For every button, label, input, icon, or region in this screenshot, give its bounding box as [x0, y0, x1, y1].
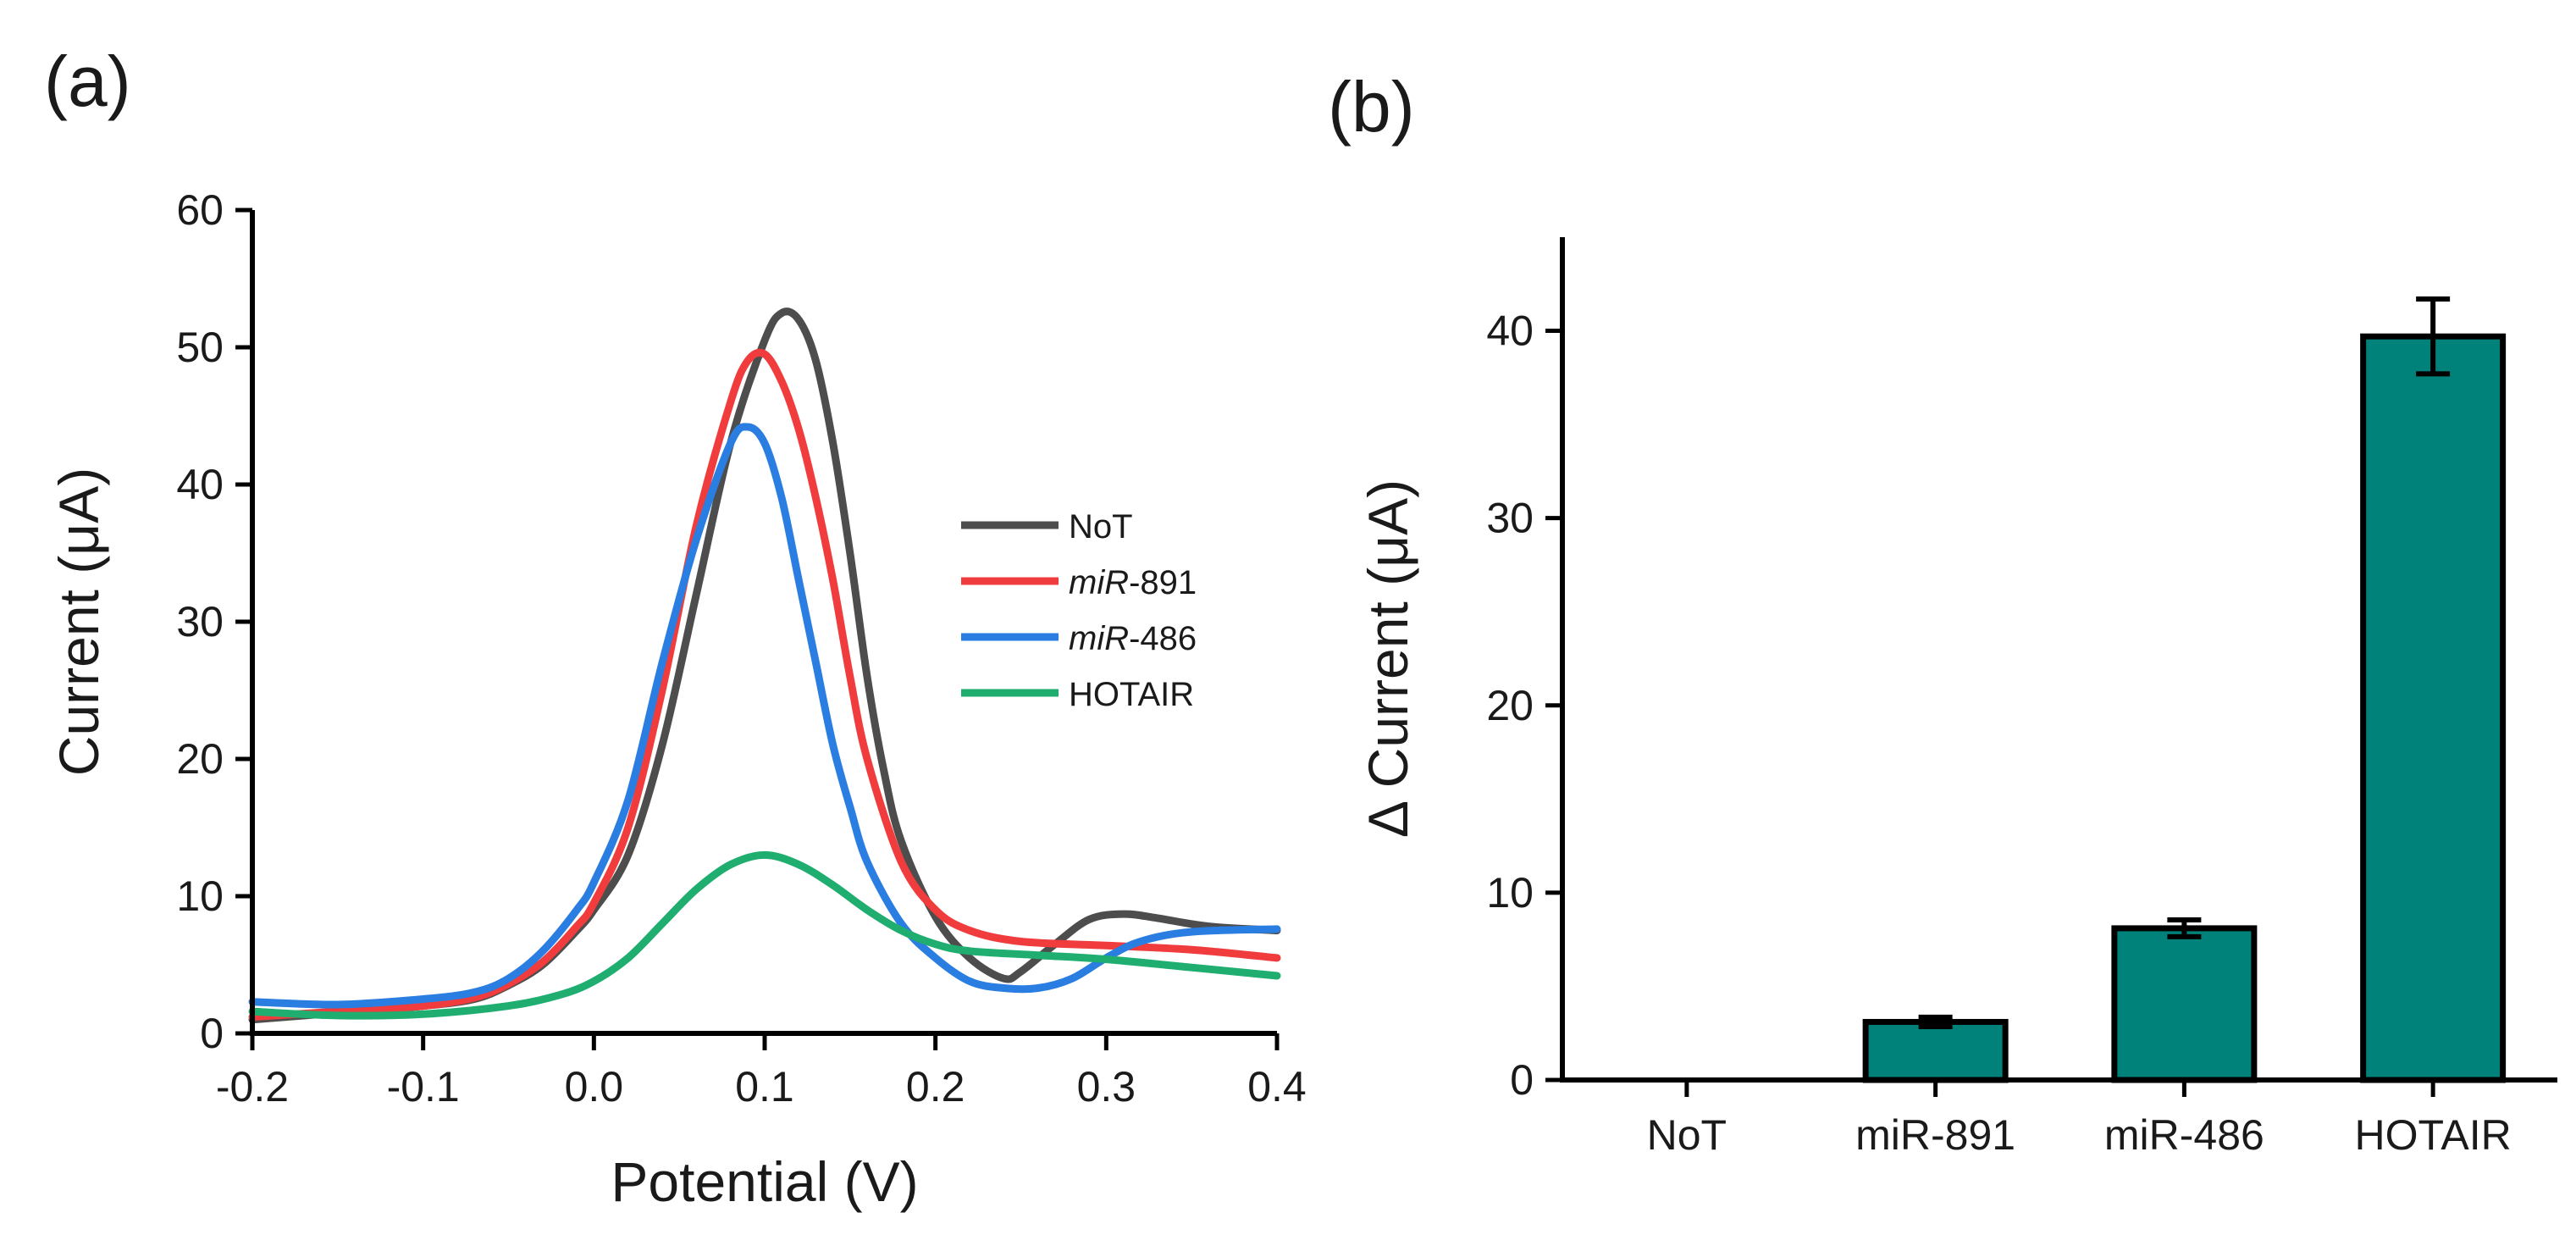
bar-mir-486 — [2111, 925, 2258, 1083]
x-tick-label: 0.2 — [906, 1063, 965, 1110]
legend-label-part: miR — [1069, 564, 1129, 601]
x-tick-label: 0.4 — [1247, 1063, 1307, 1110]
line-chart-panel: (a) 0 10 20 30 40 50 60 -0.2 -0.1 0.0 0.1 0.2 0.3 0.4 P… — [44, 42, 1307, 1213]
panel-label-a: (a) — [44, 42, 131, 121]
y-tick-label: 30 — [176, 598, 224, 645]
y-tick-label: 40 — [1486, 307, 1534, 355]
x-tick-label: -0.1 — [387, 1063, 460, 1110]
legend-label-mir-486: miR-486 — [1069, 620, 1197, 657]
x-tick-label: miR-486 — [2104, 1111, 2264, 1159]
legend-label-part: -486 — [1129, 620, 1197, 657]
series-line-mir-486 — [248, 423, 1281, 1009]
x-tick-label: 0.0 — [565, 1063, 624, 1110]
x-tick-label: -0.2 — [216, 1063, 289, 1110]
legend-label-part: miR — [1069, 620, 1129, 657]
y-tick-label: 50 — [176, 324, 224, 371]
y-tick-label: 60 — [176, 186, 224, 234]
legend-label-part: -891 — [1129, 564, 1197, 601]
y-tick-label: 30 — [1486, 495, 1534, 542]
y-tick-label: 20 — [176, 735, 224, 783]
y-tick-label: 20 — [1486, 682, 1534, 729]
y-tick-label: 0 — [1510, 1056, 1534, 1104]
series-line-not — [248, 307, 1281, 1024]
y-tick-label: 10 — [176, 872, 224, 920]
x-tick-label: HOTAIR — [2355, 1111, 2512, 1159]
x-tick-label: NoT — [1647, 1111, 1727, 1159]
x-tick-label: 0.1 — [735, 1063, 794, 1110]
y-tick-label: 10 — [1486, 869, 1534, 917]
legend-label-hotair: HOTAIR — [1069, 676, 1194, 713]
panel-label-b: (b) — [1328, 67, 1415, 147]
bar-chart-panel: (b) NoT miR-891 miR-486 HOTAIR 0 10 20 30 40 Δ Cur… — [1328, 67, 2557, 1159]
legend-label-part: HOTAIR — [1069, 676, 1194, 713]
y-tick-label: 40 — [176, 461, 224, 508]
bar-mir-891 — [1862, 1018, 2009, 1083]
legend-label-part: NoT — [1069, 508, 1133, 545]
y-axis-title: Δ Current (μA) — [1357, 479, 1419, 838]
x-tick-label: miR-891 — [1855, 1111, 2015, 1159]
series-line-mir-891 — [248, 348, 1281, 1022]
legend-label-mir-891: miR-891 — [1069, 564, 1197, 601]
y-tick-label: 0 — [200, 1010, 224, 1057]
legend-label-not: NoT — [1069, 508, 1133, 545]
x-axis-title: Potential (V) — [611, 1150, 918, 1213]
x-tick-label: 0.3 — [1077, 1063, 1136, 1110]
bar-hotair — [2360, 333, 2507, 1083]
series-line-hotair — [248, 850, 1281, 1020]
y-axis-title: Current (μA) — [47, 468, 110, 776]
